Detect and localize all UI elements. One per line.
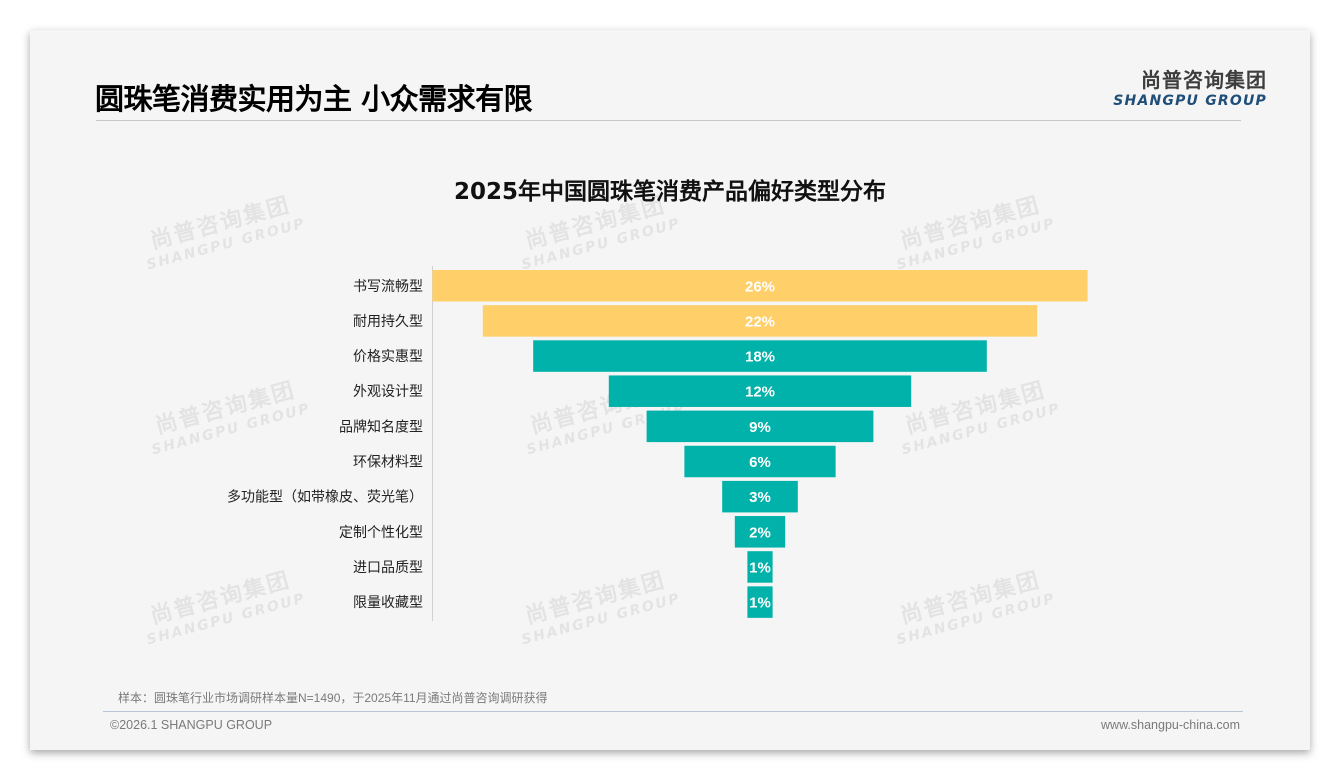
chart-title: 2025年中国圆珠笔消费产品偏好类型分布	[453, 179, 886, 205]
category-label: 耐用持久型	[353, 314, 423, 330]
data-label: 3%	[749, 489, 771, 506]
bar	[432, 270, 1088, 302]
data-label: 26%	[745, 278, 775, 295]
bar	[722, 480, 798, 513]
category-label: 进口品质型	[353, 560, 423, 576]
footer-divider	[103, 711, 1243, 712]
category-label: 环保材料型	[353, 455, 423, 471]
bar	[734, 516, 786, 548]
category-label: 多功能型（如带橡皮、荧光笔）	[227, 489, 423, 506]
header-divider	[96, 120, 1241, 121]
data-label: 18%	[745, 349, 775, 366]
company-logo: 尚普咨询集团 SHANGPU GROUP	[1113, 64, 1267, 109]
category-label: 定制个性化型	[339, 525, 423, 541]
bar	[533, 340, 987, 372]
bar	[608, 375, 912, 407]
data-label: 6%	[749, 454, 771, 471]
data-label: 2%	[749, 524, 771, 541]
data-label: 1%	[749, 595, 771, 612]
website-url: www.shangpu-china.com	[1101, 718, 1240, 732]
logo-en: SHANGPU GROUP	[1113, 93, 1267, 109]
category-label: 限量收藏型	[353, 595, 423, 611]
data-label: 9%	[749, 419, 771, 436]
bar	[482, 305, 1038, 337]
data-label: 12%	[745, 384, 775, 401]
copyright: ©2026.1 SHANGPU GROUP	[110, 718, 273, 732]
data-label: 1%	[749, 559, 771, 576]
category-label: 外观设计型	[353, 384, 423, 400]
category-label: 书写流畅型	[353, 279, 423, 295]
bar	[684, 445, 836, 478]
sample-note: 样本：圆珠笔行业市场调研样本量N=1490，于2025年11月通过尚普咨询调研获…	[118, 691, 548, 705]
bar	[646, 410, 874, 443]
category-label: 价格实惠型	[353, 349, 423, 365]
page-title: 圆珠笔消费实用为主 小众需求有限	[95, 82, 533, 116]
logo-cn: 尚普咨询集团	[1141, 68, 1267, 92]
data-label: 22%	[745, 313, 775, 330]
category-label: 品牌知名度型	[339, 418, 423, 435]
bar	[747, 551, 773, 583]
bar	[747, 586, 773, 618]
